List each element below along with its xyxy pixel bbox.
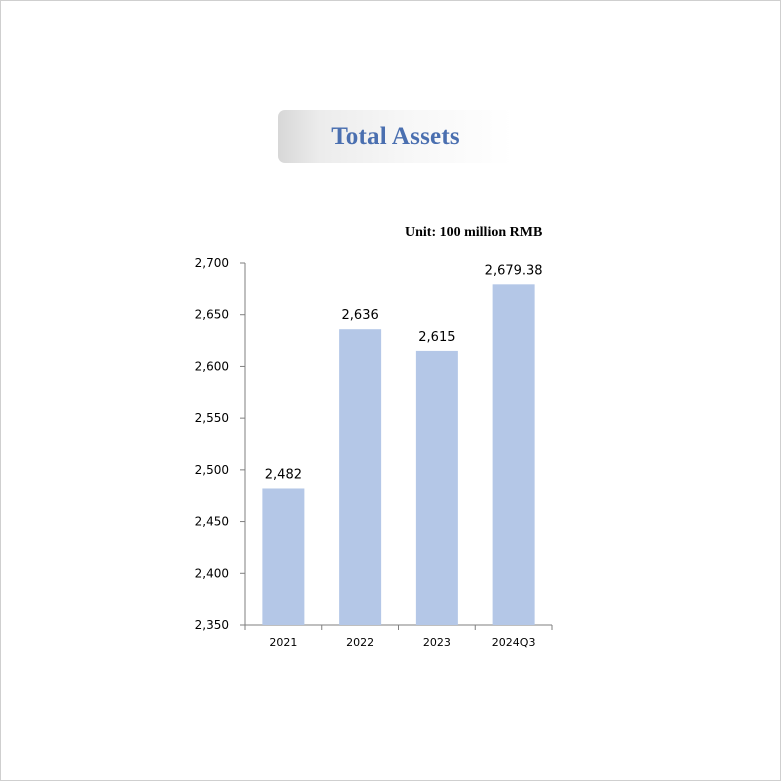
data-label: 2,615 [418, 330, 455, 345]
bar-2023 [415, 350, 458, 625]
y-tick-label: 2,550 [195, 411, 229, 425]
y-tick-label: 2,450 [195, 515, 229, 529]
y-tick-label: 2,700 [195, 256, 229, 270]
y-tick-label: 2,500 [195, 463, 229, 477]
data-label: 2,482 [265, 467, 302, 482]
x-tick-label: 2022 [346, 636, 374, 649]
chart-title-box: Total Assets [278, 110, 513, 163]
x-tick-label: 2023 [423, 636, 451, 649]
y-tick-label: 2,400 [195, 566, 229, 580]
bar-2021 [262, 488, 305, 625]
chart-title: Total Assets [331, 122, 460, 150]
data-label: 2,679.38 [485, 263, 543, 278]
data-label: 2,636 [342, 308, 379, 323]
y-tick-label: 2,600 [195, 359, 229, 373]
unit-label: Unit: 100 million RMB [405, 225, 543, 240]
x-tick-label: 2021 [269, 636, 297, 649]
y-tick-label: 2,650 [195, 308, 229, 322]
y-tick-label: 2,350 [195, 618, 229, 632]
bar-2022 [339, 329, 382, 625]
bar-2024Q3 [492, 284, 535, 625]
x-tick-label: 2024Q3 [492, 636, 536, 649]
